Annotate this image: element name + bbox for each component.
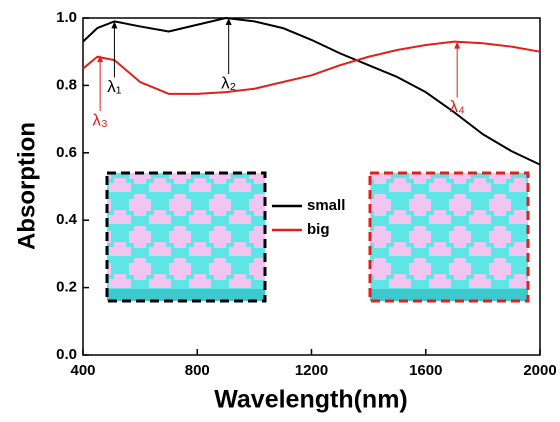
chart: Absorption Wavelength(nm) 400 800 1200 1600… [0,0,560,417]
x-tick-label: 800 [185,362,210,379]
y-tick-label: 1.0 [56,9,77,26]
y-tick-label: 0.8 [56,76,77,93]
annotation-label: λ₄ [449,97,465,116]
x-tick-label: 2000 [523,362,556,379]
y-tick-label: 0.0 [56,346,77,363]
y-tick-label: 0.6 [56,144,77,161]
x-tick-label: 400 [70,362,95,379]
series-line [83,42,540,94]
annotation-label: λ₂ [221,73,236,92]
y-axis-title: Absorption [13,122,40,250]
x-axis-title: Wavelength(nm) [214,386,408,414]
x-tick-label: 1600 [409,362,442,379]
x-tick-label: 1200 [295,362,328,379]
annotation-label: λ₃ [92,111,107,130]
legend-label: small [307,197,345,214]
series-line [83,18,540,165]
annotation-label: λ₁ [107,77,122,96]
y-tick-label: 0.4 [56,211,78,228]
inset-big [370,173,528,301]
legend-label: big [307,221,330,238]
inset-small [107,173,265,301]
y-tick-label: 0.2 [56,279,77,296]
